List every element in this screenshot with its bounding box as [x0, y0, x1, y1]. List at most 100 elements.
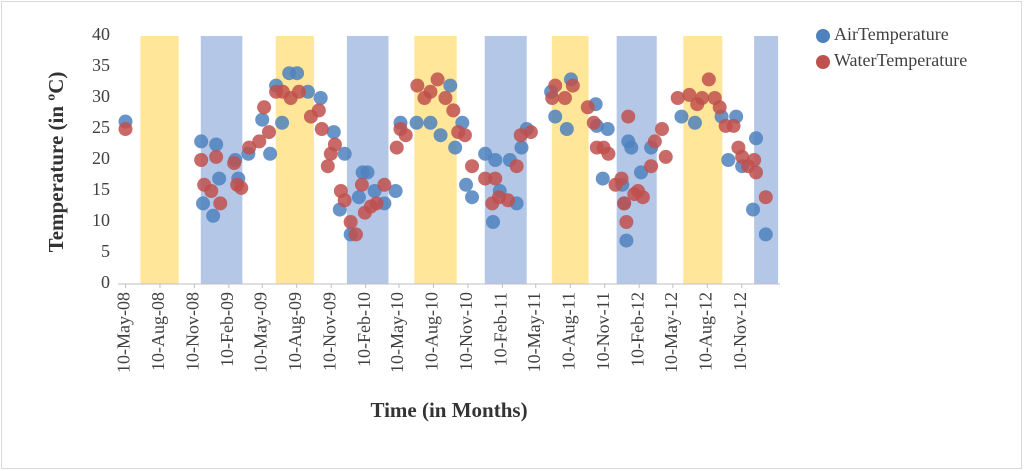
- data-point: [263, 146, 278, 161]
- x-tick-label: 10-Aug-12: [695, 292, 715, 371]
- data-point: [486, 215, 501, 229]
- legend-label: AirTemperature: [834, 24, 949, 44]
- legend-label: WaterTemperature: [834, 50, 967, 70]
- data-point: [423, 115, 438, 130]
- x-tick-label: 10-May-09: [250, 292, 270, 373]
- x-tick-label: 10-May-10: [387, 292, 407, 373]
- x-tick-label: 10-Nov-11: [593, 292, 613, 370]
- data-point: [586, 115, 601, 130]
- x-tick-label: 10-Aug-11: [558, 292, 578, 370]
- x-axis-title: Time (in Months): [370, 398, 527, 422]
- data-point: [601, 146, 616, 161]
- data-point: [712, 100, 727, 115]
- data-point: [234, 180, 249, 195]
- data-point: [726, 118, 741, 133]
- data-point: [634, 165, 649, 180]
- data-point: [326, 125, 341, 140]
- data-point: [621, 109, 636, 124]
- x-tick-label: 10-May-08: [114, 292, 134, 373]
- x-tick-label: 10-Nov-09: [319, 292, 339, 371]
- data-point: [721, 153, 736, 167]
- data-point: [580, 100, 595, 115]
- data-point: [433, 128, 448, 143]
- x-tick-label: 10-Feb-09: [217, 292, 237, 367]
- data-point: [409, 115, 424, 130]
- y-tick-label: 25: [92, 117, 110, 137]
- data-point: [548, 109, 563, 124]
- data-point: [337, 146, 352, 161]
- data-point: [255, 112, 270, 127]
- data-point: [682, 87, 697, 102]
- data-point: [209, 137, 224, 152]
- data-point: [747, 153, 762, 167]
- data-point: [559, 122, 574, 136]
- data-point: [758, 227, 773, 242]
- x-tick-label: 10-May-12: [661, 292, 681, 373]
- data-point: [327, 137, 342, 152]
- season-band: [346, 36, 389, 284]
- data-point: [257, 100, 272, 115]
- data-point: [478, 146, 493, 161]
- y-tick-label: 20: [92, 148, 110, 168]
- data-point: [438, 91, 453, 105]
- x-tick-label: 10-Nov-08: [183, 292, 203, 371]
- data-point: [619, 233, 634, 248]
- data-point: [196, 196, 211, 211]
- data-point: [478, 171, 493, 186]
- data-point: [749, 131, 764, 146]
- data-point: [557, 91, 572, 105]
- x-tick-label: 10-Aug-09: [285, 292, 305, 371]
- data-point: [423, 84, 438, 99]
- y-tick-label: 40: [92, 24, 110, 44]
- data-point: [314, 122, 329, 136]
- season-band: [140, 36, 179, 284]
- data-point: [430, 72, 445, 87]
- x-tick-label: 10-Feb-12: [627, 292, 647, 367]
- x-tick-label: 10-Feb-11: [491, 292, 511, 366]
- y-tick-label: 35: [92, 55, 110, 75]
- data-point: [206, 208, 221, 223]
- data-point: [501, 193, 516, 208]
- data-point: [212, 171, 227, 186]
- x-tick-label: 10-Nov-12: [730, 292, 750, 371]
- data-point: [548, 78, 563, 93]
- y-tick-label: 30: [92, 86, 110, 106]
- data-point: [227, 156, 242, 171]
- data-point: [261, 125, 276, 140]
- data-point: [687, 115, 702, 130]
- data-point: [194, 153, 209, 167]
- y-tick-label: 15: [92, 179, 110, 199]
- data-point: [701, 72, 716, 87]
- x-tick-label: 10-May-11: [524, 292, 544, 372]
- data-point: [313, 91, 328, 105]
- data-point: [488, 171, 503, 186]
- data-point: [311, 103, 326, 118]
- data-point: [369, 196, 384, 211]
- data-point: [389, 140, 404, 155]
- y-tick-label: 0: [101, 272, 110, 292]
- data-point: [635, 190, 650, 205]
- data-point: [291, 84, 306, 99]
- data-point: [674, 109, 689, 124]
- data-point: [275, 115, 290, 130]
- data-point: [457, 128, 472, 143]
- data-point: [695, 91, 710, 105]
- x-tick-label: 10-Aug-08: [148, 292, 168, 371]
- legend-marker: [816, 55, 830, 69]
- data-point: [749, 165, 764, 180]
- data-point: [351, 190, 366, 205]
- y-tick-label: 5: [101, 241, 110, 261]
- data-point: [758, 190, 773, 205]
- data-point: [448, 140, 463, 155]
- data-point: [343, 215, 358, 229]
- y-axis-title: Temperature (in ºC): [44, 72, 68, 253]
- data-point: [746, 202, 761, 217]
- data-point: [595, 171, 610, 186]
- data-point: [360, 165, 375, 180]
- data-point: [465, 159, 480, 174]
- data-point: [320, 159, 335, 174]
- data-point: [514, 140, 529, 155]
- data-point: [565, 78, 580, 93]
- data-point: [252, 134, 267, 149]
